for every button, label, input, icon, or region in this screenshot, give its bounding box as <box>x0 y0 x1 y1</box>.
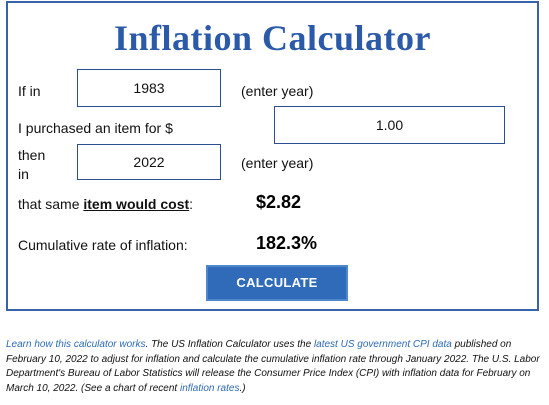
cost-label: that same item would cost: <box>18 196 193 212</box>
cost-label-suffix: : <box>189 196 194 212</box>
cpi-data-link[interactable]: latest US government CPI data <box>313 339 452 350</box>
learn-how-link[interactable]: Learn how this calculator works <box>6 339 146 350</box>
cost-label-prefix: that same <box>18 196 84 212</box>
amount-input[interactable] <box>274 106 505 144</box>
footnote: Learn how this calculator works. The US … <box>6 338 542 396</box>
page-title: Inflation Calculator <box>113 18 431 58</box>
then-label: then <box>18 147 46 163</box>
end-year-input[interactable] <box>77 144 221 180</box>
item-would-cost-link[interactable]: item would cost <box>83 196 190 212</box>
start-year-input[interactable] <box>77 69 221 107</box>
footnote-text-2: published on February 10, 2022 to adjust… <box>6 339 540 394</box>
calculator-panel: Inflation Calculator If in (enter year) … <box>6 1 539 311</box>
if-in-label: If in <box>18 83 41 99</box>
in-label: in <box>18 166 29 182</box>
cumulative-label: Cumulative rate of inflation: <box>18 237 188 253</box>
inflation-rates-link[interactable]: inflation rates <box>179 382 240 394</box>
enter-year-hint-start: (enter year) <box>241 83 314 99</box>
cost-result: $2.82 <box>256 192 302 212</box>
footnote-text-1: . The US Inflation Calculator uses the <box>145 339 314 350</box>
enter-year-hint-end: (enter year) <box>241 155 314 171</box>
purchased-label: I purchased an item for $ <box>18 120 173 136</box>
cumulative-result: 182.3% <box>256 233 318 253</box>
footnote-text-3: .) <box>239 382 246 394</box>
calculate-button[interactable]: CALCULATE <box>206 265 348 301</box>
